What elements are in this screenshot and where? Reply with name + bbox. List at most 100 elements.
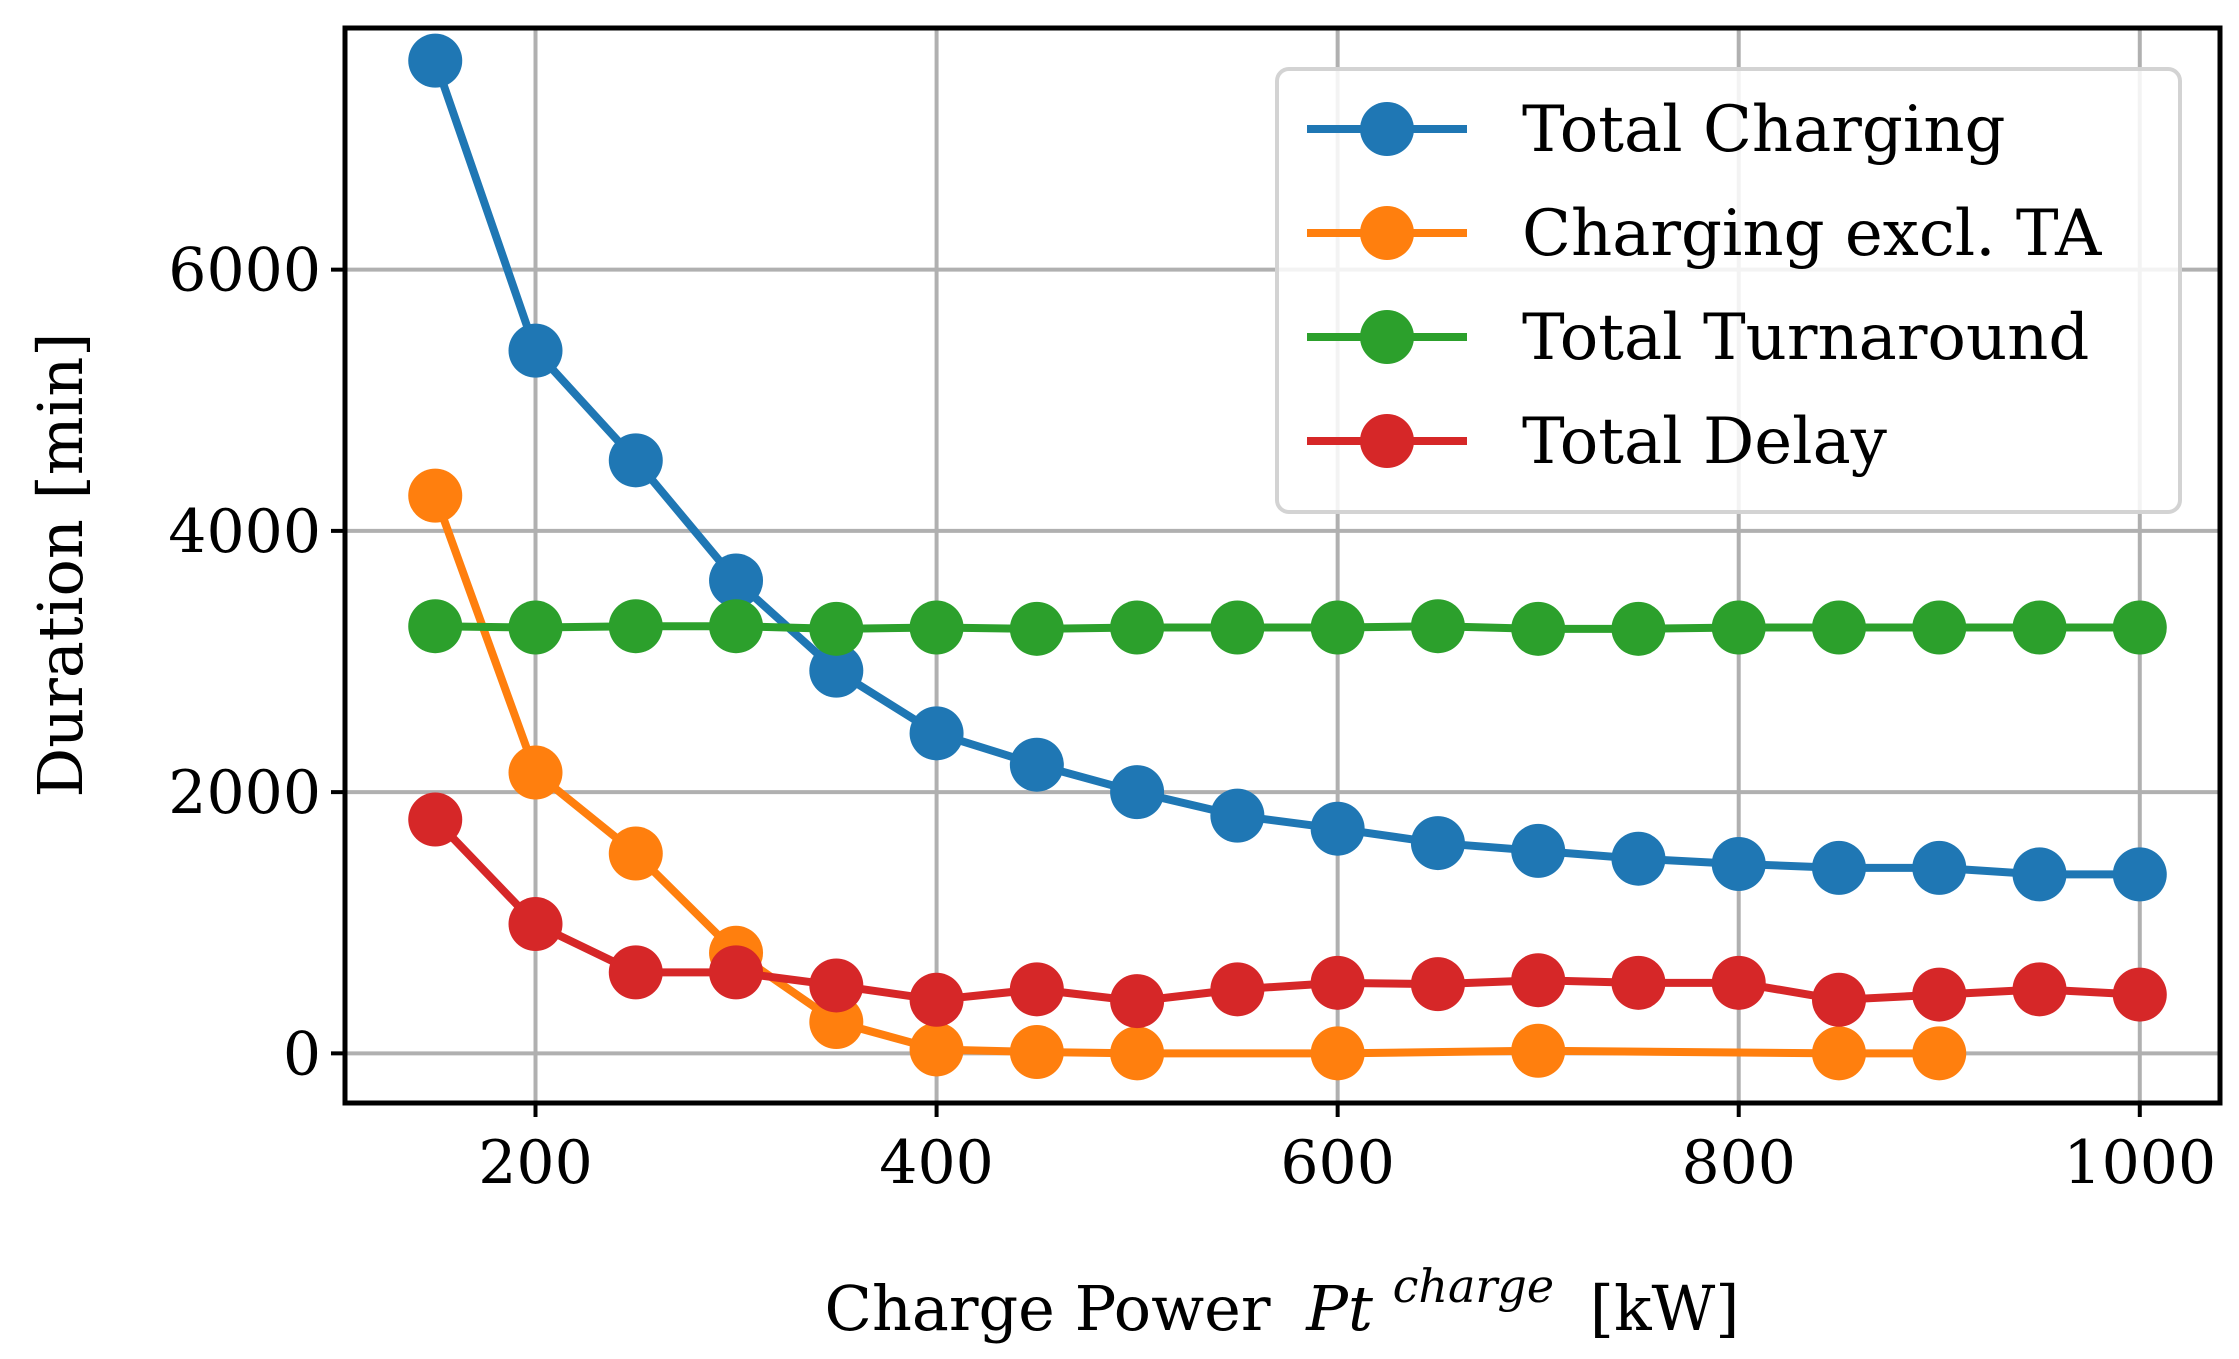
legend-label-total-charging: Total Charging — [1522, 93, 2006, 167]
data-point-total-delay — [1210, 962, 1265, 1017]
y-tick-label: 6000 — [168, 236, 321, 306]
data-point-total-delay — [1009, 962, 1064, 1017]
legend-box — [1275, 67, 2182, 514]
legend-items: Total Charging Charging excl. TA Total Tur… — [1307, 93, 2102, 479]
data-point-total-delay — [809, 958, 864, 1013]
data-point-total-charging — [2012, 847, 2067, 902]
data-point-charging-excl-ta — [1310, 1026, 1365, 1081]
y-tick-label: 4000 — [168, 497, 321, 567]
x-tick-label: 1000 — [2063, 1128, 2216, 1198]
y-tick-label: 0 — [283, 1019, 321, 1089]
legend-marker-charging-excl-ta — [1360, 206, 1414, 260]
data-point-total-turnaround — [1611, 601, 1666, 656]
data-point-total-turnaround — [2012, 600, 2067, 655]
data-point-total-delay — [2112, 967, 2167, 1022]
data-point-total-delay — [1110, 974, 1165, 1029]
x-tick-label: 200 — [478, 1128, 593, 1198]
legend-item-total-turnaround: Total Turnaround — [1307, 301, 2089, 375]
data-point-total-charging — [608, 433, 663, 488]
legend-label-total-turnaround: Total Turnaround — [1522, 301, 2089, 375]
x-axis-label-math: Pt — [1305, 1272, 1373, 1345]
legend-marker-total-turnaround — [1360, 310, 1414, 364]
legend: Total Charging Charging excl. TA Total Tur… — [1275, 67, 2182, 514]
data-point-total-charging — [1210, 788, 1265, 843]
legend-label-charging-excl-ta: Charging excl. TA — [1522, 197, 2102, 271]
data-point-total-charging — [1009, 737, 1064, 792]
y-axis-label: Duration [min] — [24, 333, 97, 798]
data-point-total-charging — [1110, 765, 1165, 820]
data-point-total-turnaround — [909, 600, 964, 655]
data-point-total-charging — [1511, 823, 1566, 878]
data-point-total-turnaround — [809, 601, 864, 656]
data-point-total-turnaround — [408, 599, 463, 654]
data-point-charging-excl-ta — [1811, 1026, 1866, 1081]
data-point-total-charging — [2112, 847, 2167, 902]
series-line-total-turnaround — [435, 622, 2140, 633]
data-point-total-delay — [1410, 957, 1465, 1012]
x-tick-label: 400 — [879, 1128, 994, 1198]
data-point-total-delay — [408, 792, 463, 847]
data-point-charging-excl-ta — [608, 826, 663, 881]
data-point-total-delay — [508, 897, 563, 952]
legend-item-total-delay: Total Delay — [1307, 405, 1887, 479]
series-charging-excl-ta — [408, 468, 1967, 1081]
data-point-total-charging — [909, 706, 964, 761]
data-point-total-charging — [1310, 801, 1365, 856]
x-tick-label: 600 — [1280, 1128, 1395, 1198]
data-point-total-delay — [608, 945, 663, 1000]
data-point-total-delay — [909, 972, 964, 1027]
data-point-total-turnaround — [1210, 600, 1265, 655]
data-point-total-charging — [809, 643, 864, 698]
legend-label-total-delay: Total Delay — [1522, 405, 1887, 479]
series-total-turnaround — [408, 599, 2167, 656]
series-layer — [408, 33, 2167, 1081]
x-axis-label-unit: [kW] — [1590, 1272, 1740, 1345]
data-point-total-charging — [508, 323, 563, 378]
legend-item-charging-excl-ta: Charging excl. TA — [1307, 197, 2102, 271]
data-point-charging-excl-ta — [1110, 1026, 1165, 1081]
data-point-total-turnaround — [1310, 600, 1365, 655]
data-point-total-delay — [1711, 955, 1766, 1010]
data-point-charging-excl-ta — [909, 1022, 964, 1077]
x-axis-label-text: Charge Power — [825, 1272, 1271, 1345]
legend-marker-total-delay — [1360, 414, 1414, 468]
data-point-total-charging — [1410, 816, 1465, 871]
series-total-delay — [408, 792, 2167, 1029]
data-point-total-turnaround — [1410, 599, 1465, 654]
data-point-total-turnaround — [1811, 600, 1866, 655]
data-point-total-charging — [1811, 840, 1866, 895]
data-point-charging-excl-ta — [1009, 1025, 1064, 1080]
data-point-total-turnaround — [508, 600, 563, 655]
data-point-total-charging — [1912, 840, 1967, 895]
tick-layer: 200 400 600 800 1000 0 2000 4000 6000 — [168, 236, 2216, 1198]
data-point-total-delay — [1811, 972, 1866, 1027]
data-point-total-charging — [709, 553, 764, 608]
data-point-total-turnaround — [1511, 601, 1566, 656]
data-point-total-delay — [1611, 955, 1666, 1010]
data-point-total-delay — [1310, 955, 1365, 1010]
x-axis-label-sup: charge — [1393, 1259, 1554, 1313]
data-point-charging-excl-ta — [1511, 1023, 1566, 1078]
data-point-charging-excl-ta — [408, 468, 463, 523]
data-point-total-charging — [1611, 831, 1666, 886]
data-point-total-delay — [709, 945, 764, 1000]
data-point-charging-excl-ta — [1912, 1026, 1967, 1081]
data-point-total-charging — [408, 33, 463, 88]
data-point-total-turnaround — [1711, 600, 1766, 655]
data-point-total-delay — [1511, 953, 1566, 1008]
data-point-charging-excl-ta — [508, 745, 563, 800]
data-point-total-turnaround — [1009, 601, 1064, 656]
data-point-total-charging — [1711, 836, 1766, 891]
data-point-total-turnaround — [709, 599, 764, 654]
legend-marker-total-charging — [1360, 102, 1414, 156]
plot-frame — [342, 25, 2223, 1106]
data-point-total-delay — [1912, 967, 1967, 1022]
data-point-total-turnaround — [608, 599, 663, 654]
x-tick-label: 800 — [1681, 1128, 1796, 1198]
y-tick-label: 2000 — [168, 758, 321, 828]
data-point-total-turnaround — [2112, 600, 2167, 655]
series-total-charging — [408, 33, 2167, 902]
data-point-total-turnaround — [1912, 600, 1967, 655]
